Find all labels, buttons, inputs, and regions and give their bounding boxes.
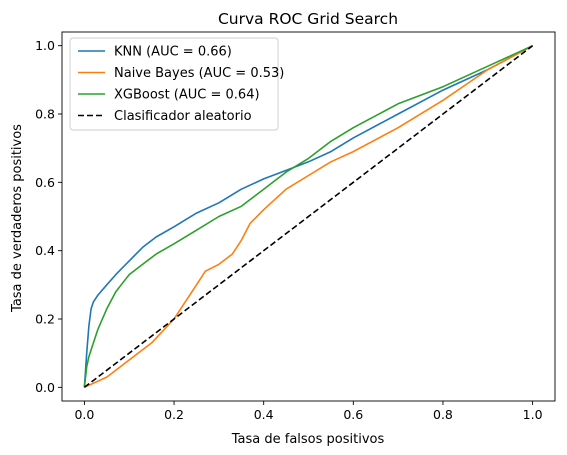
x-tick-label: 1.0 [523,407,543,422]
legend-label: Naive Bayes (AUC = 0.53) [114,66,284,81]
x-tick-label: 0.6 [343,407,363,422]
y-tick-label: 0.8 [35,107,55,122]
y-tick-label: 0.2 [35,312,55,327]
legend-box [69,37,279,131]
series-line-0 [83,44,533,388]
legend-label: KNN (AUC = 0.66) [114,45,232,60]
y-axis-label: Tasa de verdaderos positivos [10,124,25,313]
x-axis-label: Tasa de falsos positivos [231,432,385,447]
x-tick-label: 0.8 [433,407,453,422]
y-tick-label: 0.6 [35,175,55,190]
x-tick-label: 0.0 [74,407,94,422]
y-tick-label: 0.0 [35,380,55,395]
legend-label: XGBoost (AUC = 0.64) [114,88,260,103]
series-line-2 [83,44,533,388]
chart-title: Curva ROC Grid Search [218,10,398,28]
legend-label: Clasificador aleatorio [114,109,252,124]
series-line-1 [84,44,533,389]
x-tick-label: 0.4 [254,407,274,422]
plot-area: 0.0 0.2 0.4 0.6 0.8 1.0 0.0 0.2 0.4 0.6 0.8 1.0 KNN … [35,31,556,422]
y-tick-label: 1.0 [35,38,55,53]
x-tick-label: 0.2 [164,407,184,422]
y-tick-label: 0.4 [35,243,55,258]
axes-frame [61,31,556,402]
series-line-3 [83,45,534,388]
